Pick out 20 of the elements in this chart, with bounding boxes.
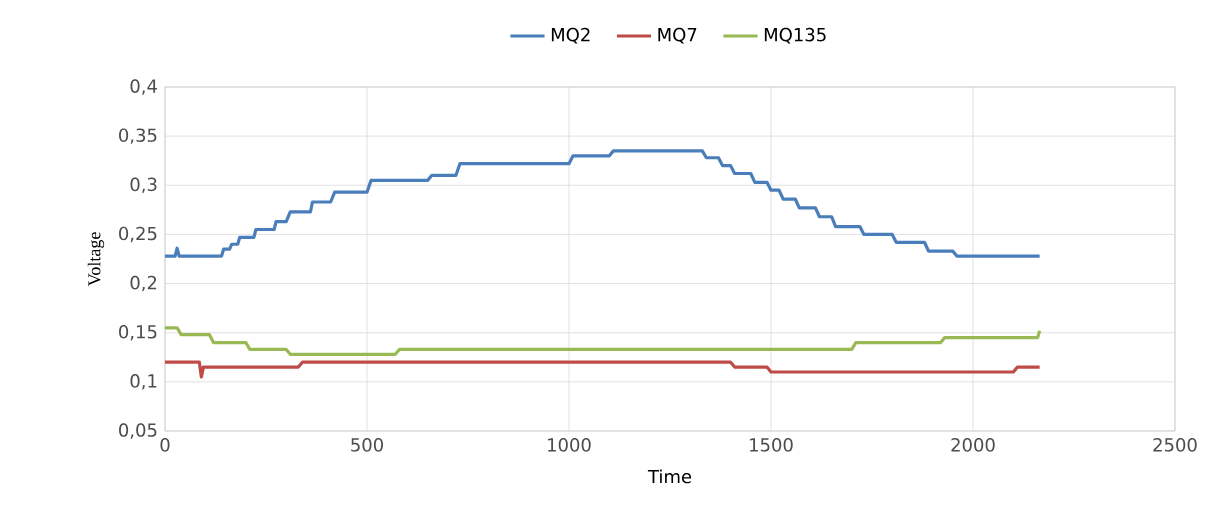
line-series (163, 149, 1042, 258)
x-tick-label: 1500 (750, 438, 793, 452)
legend-label: MQ7 (658, 27, 697, 44)
y-tick-label: 0,15 (119, 324, 157, 341)
legend-label: MQ135 (764, 27, 826, 44)
y-tick-label: 0,05 (119, 423, 157, 439)
y-axis-title: Voltage (87, 232, 105, 287)
y-tick-label: 0,25 (119, 226, 157, 243)
x-tick-label: 2500 (1153, 438, 1197, 452)
x-tick-label: 1000 (548, 438, 591, 452)
x-tick-label: 2000 (951, 438, 995, 452)
x-axis-title: Time (647, 469, 692, 484)
legend-label: MQ2 (551, 27, 590, 44)
y-tick-label: 0,35 (119, 128, 157, 144)
y-tick-label: 0,4 (130, 79, 157, 95)
y-tick-label: 0,1 (130, 374, 157, 390)
y-tick-label: 0,3 (130, 177, 157, 194)
x-tick-label: 0 (160, 438, 170, 452)
x-tick-label: 500 (351, 438, 383, 452)
y-tick-label: 0,2 (130, 275, 157, 292)
